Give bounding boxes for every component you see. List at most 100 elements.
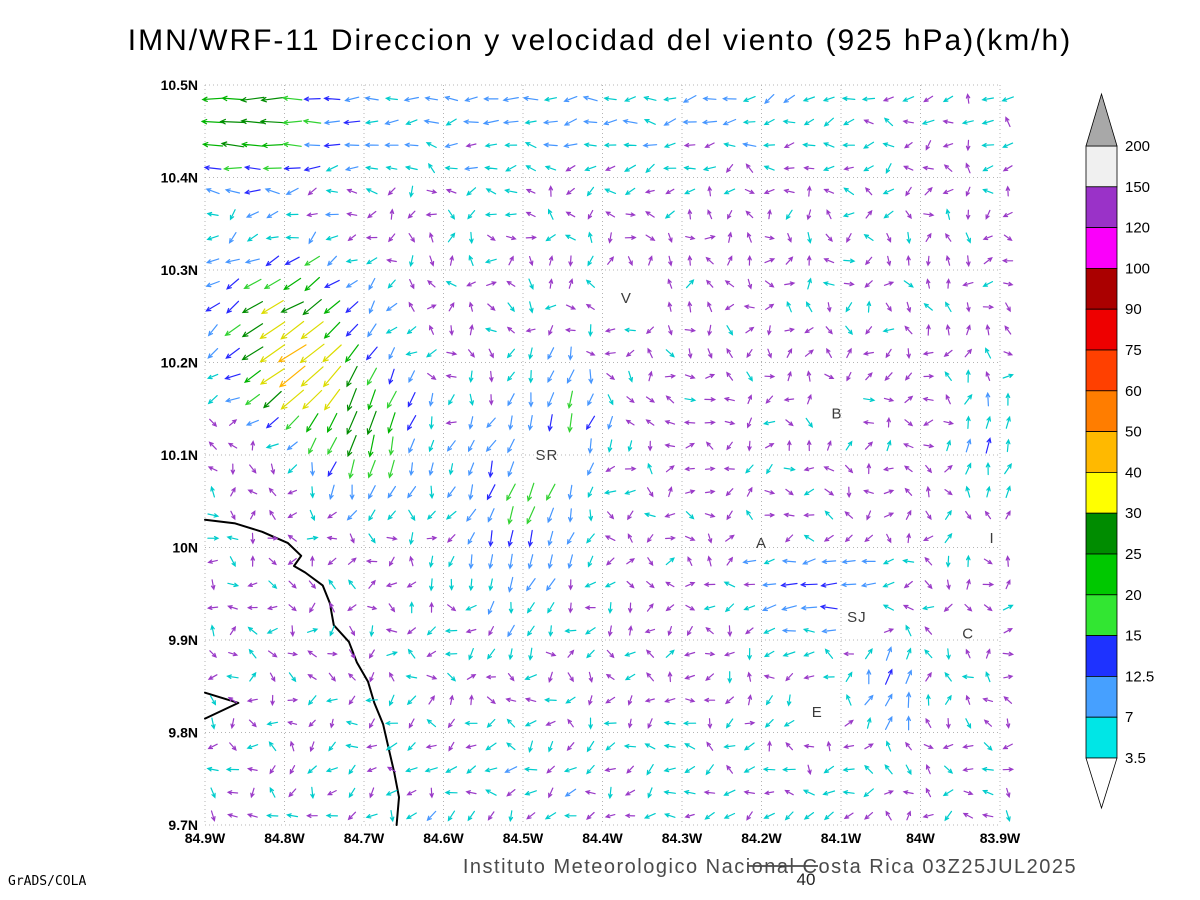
wind-vector	[747, 255, 752, 266]
wind-vector	[983, 558, 993, 565]
wind-vector	[527, 529, 533, 548]
wind-vector	[406, 326, 417, 335]
wind-vector	[704, 489, 716, 495]
station-label: V	[621, 290, 632, 307]
y-tick-label: 9.9N	[168, 632, 198, 648]
wind-vector	[327, 437, 338, 456]
wind-vector	[802, 558, 816, 565]
wind-vector	[404, 165, 418, 171]
wind-vector	[424, 767, 438, 773]
wind-vector	[1002, 767, 1015, 772]
wind-vector	[743, 605, 756, 611]
wind-vector	[469, 393, 474, 407]
wind-vector	[806, 439, 812, 452]
wind-vector	[407, 486, 417, 499]
wind-vector	[564, 788, 577, 797]
wind-vector	[843, 281, 855, 287]
wind-vector	[329, 602, 335, 613]
wind-vector	[524, 790, 537, 796]
wind-vector	[307, 673, 317, 680]
wind-vector	[765, 443, 775, 449]
wind-vector	[827, 440, 832, 451]
wind-vector	[823, 117, 834, 127]
wind-vector	[866, 510, 872, 521]
wind-vector	[586, 533, 595, 544]
wind-vector	[507, 461, 515, 478]
wind-vector	[807, 277, 812, 290]
wind-vector	[787, 370, 792, 382]
wind-vector	[259, 118, 285, 125]
wind-vector	[288, 580, 297, 589]
wind-vector	[287, 512, 297, 519]
wind-vector	[409, 462, 414, 477]
wind-vector	[368, 509, 376, 522]
wind-vector	[665, 349, 675, 358]
wind-vector	[843, 258, 856, 264]
wind-vector	[823, 466, 835, 472]
wind-vector	[567, 718, 574, 728]
wind-vector	[846, 693, 852, 706]
wind-vector	[587, 209, 594, 220]
wind-vector	[544, 812, 557, 820]
wind-vector	[485, 674, 496, 680]
wind-vector	[206, 373, 219, 380]
wind-vector	[984, 510, 992, 520]
wind-vector	[528, 370, 534, 384]
wind-vector	[886, 233, 892, 243]
wind-vector	[800, 605, 818, 611]
wind-vector	[925, 464, 933, 474]
wind-vector	[902, 604, 914, 611]
wind-vector	[210, 485, 215, 498]
wind-vector	[806, 370, 812, 382]
wind-vector	[423, 119, 439, 124]
wind-vector	[966, 415, 971, 429]
wind-vector	[646, 603, 654, 612]
wind-vector	[805, 417, 814, 429]
wind-vector	[546, 765, 555, 774]
wind-vector	[287, 534, 297, 542]
wind-vector	[487, 508, 495, 523]
wind-vector	[447, 810, 456, 822]
wind-vector	[747, 440, 752, 452]
wind-vector	[785, 256, 794, 265]
wind-vector	[586, 186, 595, 197]
wind-vector	[426, 719, 437, 728]
wind-vector	[985, 391, 991, 407]
wind-vector	[228, 232, 237, 244]
wind-vector	[605, 211, 616, 218]
wind-vector	[287, 651, 299, 657]
wind-vector	[723, 466, 735, 472]
wind-vector	[259, 321, 286, 340]
wind-vector	[408, 509, 416, 522]
wind-vector	[785, 673, 794, 682]
wind-vector	[985, 324, 991, 336]
wind-vector	[663, 813, 676, 818]
wind-vector	[882, 142, 895, 148]
wind-vector	[209, 695, 217, 706]
wind-vector	[624, 235, 637, 240]
wind-vector	[965, 718, 972, 729]
wind-vector	[544, 304, 557, 310]
wind-vector	[309, 509, 316, 522]
wind-vector	[268, 580, 278, 589]
wind-vector	[565, 304, 577, 310]
wind-vector	[246, 233, 258, 242]
wind-vector	[886, 533, 892, 544]
wind-vector	[946, 278, 951, 289]
wind-vector	[665, 581, 675, 588]
wind-vector	[704, 235, 716, 240]
wind-vector	[389, 810, 395, 823]
wind-vector	[285, 212, 299, 217]
wind-vector	[747, 648, 752, 661]
wind-vector	[585, 415, 596, 431]
wind-vector	[567, 413, 573, 433]
wind-vector	[268, 741, 277, 752]
wind-vector	[643, 119, 656, 125]
wind-vector	[227, 582, 240, 588]
wind-vector	[965, 209, 971, 221]
x-tick-label: 84W	[906, 830, 936, 846]
wind-vector	[310, 462, 315, 477]
wind-vector	[687, 556, 693, 566]
wind-vector	[270, 694, 275, 707]
wind-vector	[726, 556, 734, 566]
